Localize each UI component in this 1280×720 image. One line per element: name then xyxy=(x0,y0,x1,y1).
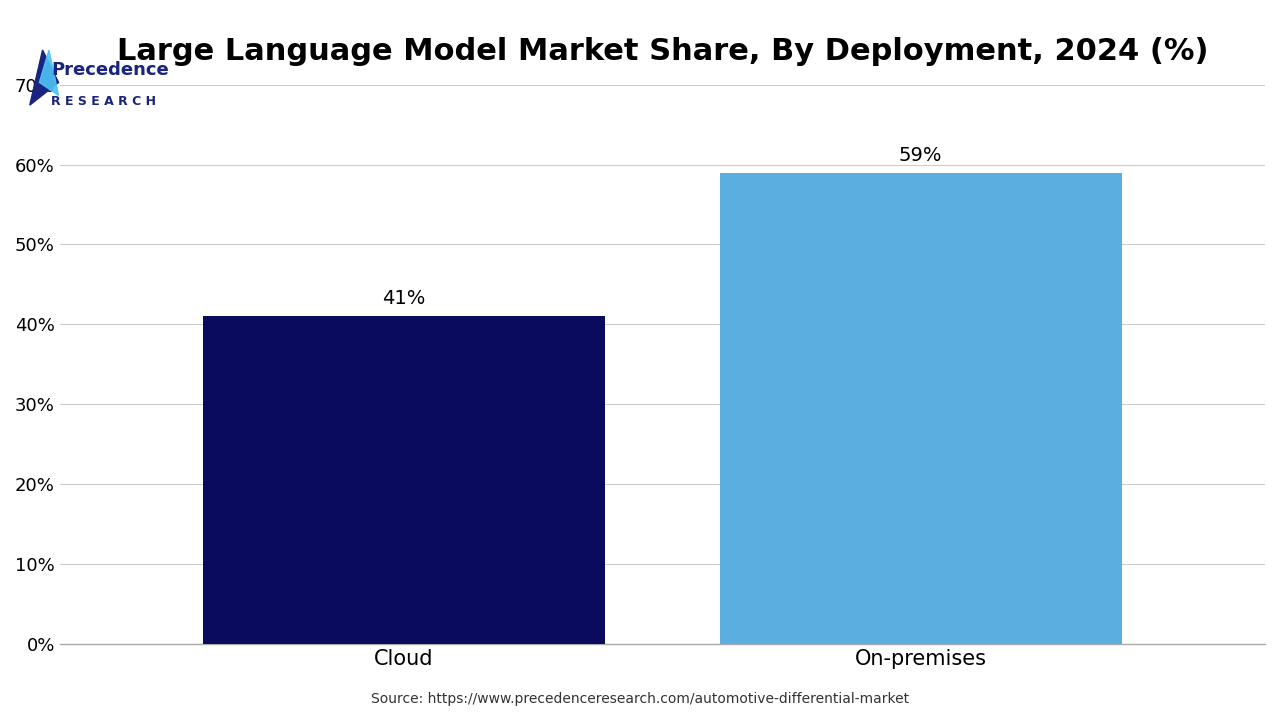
Bar xyxy=(719,173,1121,644)
Text: 41%: 41% xyxy=(383,289,426,308)
Polygon shape xyxy=(29,50,59,105)
Polygon shape xyxy=(40,50,59,96)
Text: Source: https://www.precedenceresearch.com/automotive-differential-market: Source: https://www.precedenceresearch.c… xyxy=(371,692,909,706)
Title: Large Language Model Market Share, By Deployment, 2024 (%): Large Language Model Market Share, By De… xyxy=(116,37,1208,66)
Text: 59%: 59% xyxy=(899,145,942,165)
Text: R E S E A R C H: R E S E A R C H xyxy=(51,95,156,108)
Bar xyxy=(204,316,605,644)
Text: Precedence: Precedence xyxy=(51,61,169,79)
